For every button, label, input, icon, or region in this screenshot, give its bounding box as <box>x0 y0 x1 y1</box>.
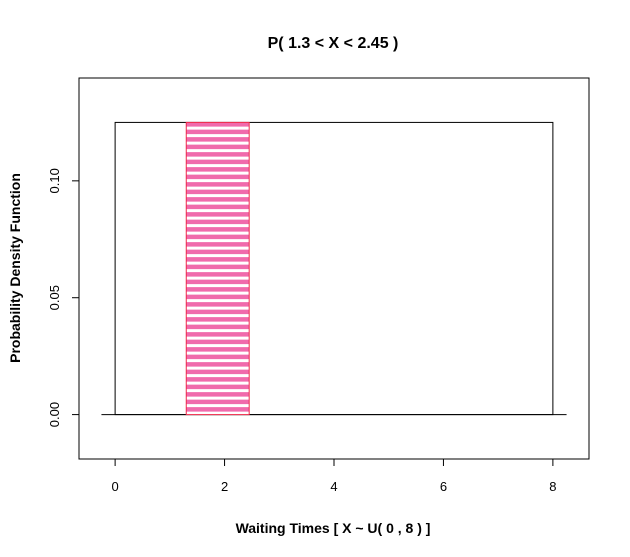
x-tick-label: 8 <box>549 479 556 494</box>
shaded-probability-region <box>185 121 250 416</box>
density-rectangle <box>114 121 554 416</box>
x-tick-label: 4 <box>330 479 337 494</box>
y-tick-label: 0.00 <box>47 402 62 427</box>
y-tick-label: 0.05 <box>47 285 62 310</box>
x-axis: 0 2 4 6 8 <box>111 458 557 494</box>
x-tick-label: 0 <box>111 479 118 494</box>
y-tick-label: 0.10 <box>47 168 62 193</box>
x-tick-label: 6 <box>440 479 447 494</box>
plot-frame <box>78 77 590 460</box>
x-axis-label: Waiting Times [ X ~ U( 0 , 8 ) ] <box>236 520 431 536</box>
y-axis-label: Probability Density Function <box>7 173 23 363</box>
shaded-region-border <box>185 121 250 416</box>
chart-title: P( 1.3 < X < 2.45 ) <box>268 35 399 52</box>
y-axis: 0.00 0.05 0.10 <box>47 168 80 427</box>
x-tick-label: 2 <box>221 479 228 494</box>
shaded-region-hatching <box>186 122 250 412</box>
